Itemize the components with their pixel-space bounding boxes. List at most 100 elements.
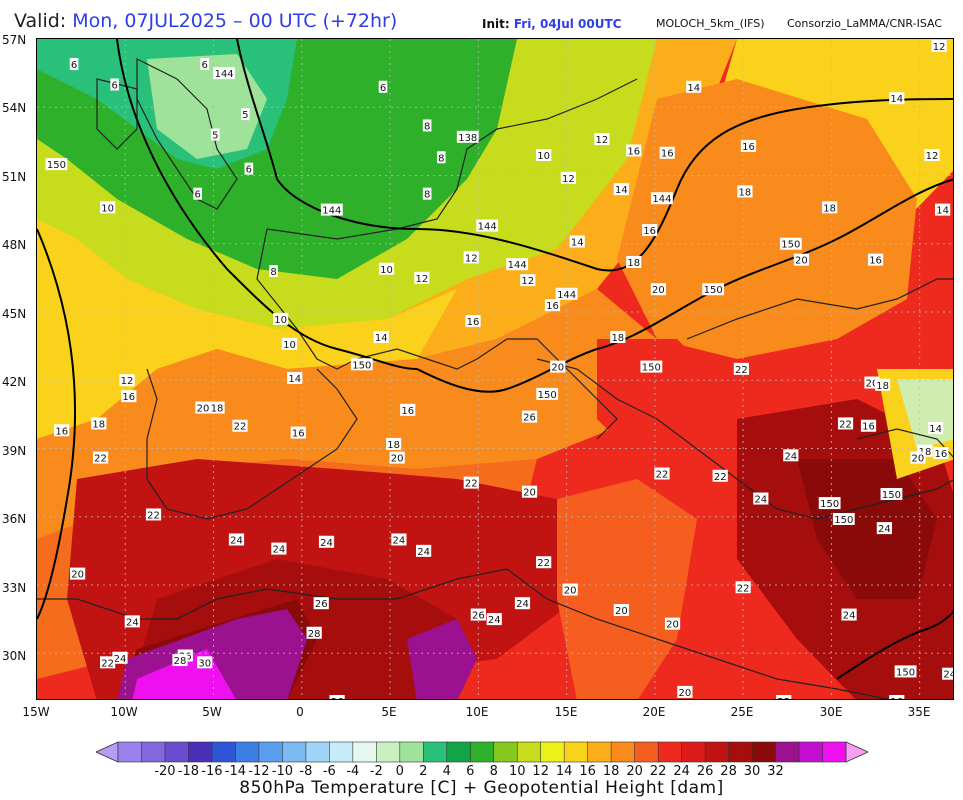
svg-text:6: 6 [202,60,208,71]
svg-text:24: 24 [230,535,243,546]
lat-label: 33N [2,581,27,595]
init-value: Fri, 04Jul 00UTC [513,17,622,31]
colorbar-swatch [610,741,636,763]
svg-text:22: 22 [656,470,669,481]
svg-text:24: 24 [488,615,501,626]
contour-value-label: 16 [659,146,675,160]
svg-text:16: 16 [869,256,882,267]
contour-value-label: 14 [889,92,905,105]
svg-text:8: 8 [270,267,276,278]
colorbar-swatch [704,741,730,763]
svg-text:18: 18 [611,333,624,344]
svg-text:24: 24 [843,611,856,622]
colorbar-tick-label: 22 [649,764,667,779]
svg-text:14: 14 [936,206,949,217]
colorbar-tick-label: 16 [579,764,596,779]
svg-text:12: 12 [933,42,946,53]
svg-text:28: 28 [308,629,321,640]
contour-value-label: 20 [664,617,681,631]
contour-value-label: 14 [686,80,702,94]
contour-value-label: 24 [318,535,335,549]
svg-text:18: 18 [627,258,640,269]
contour-value-label: 144 [476,219,499,233]
contour-value-label: 20 [389,451,405,465]
colorbar-swatch [775,741,800,763]
svg-text:28: 28 [174,656,187,667]
colorbar-swatch [516,741,542,763]
contour-value-label: 18 [737,185,753,198]
colorbar-swatch [211,741,237,763]
contour-value-label: 12 [560,171,576,185]
colorbar-tick-label: 24 [673,764,690,779]
contour-value-label: 16 [626,144,642,157]
svg-text:12: 12 [562,174,575,185]
contour-value-label: 24 [271,542,287,556]
svg-text:20: 20 [666,620,679,631]
svg-text:24: 24 [784,451,797,462]
svg-text:18: 18 [387,440,400,451]
svg-text:8: 8 [438,153,444,164]
contour-value-label: 22 [100,656,116,669]
svg-text:22: 22 [94,454,107,465]
colorbar [96,741,868,763]
contour-value-label: 22 [92,451,109,465]
colorbar-swatch [164,741,190,763]
svg-text:22: 22 [465,479,478,490]
colorbar-tick-label: 0 [395,764,404,779]
svg-text:144: 144 [215,69,234,80]
svg-text:20: 20 [615,606,628,617]
contour-value-label: 18 [610,331,626,344]
contour-value-label: 20 [195,401,211,415]
map-value-labels: 6 6 144 5 5 6 6 8 138 8 10 12 16 16 14 12 14 12 16 150 6 6 10 1… [45,39,953,699]
svg-text:22: 22 [101,658,114,669]
svg-text:22: 22 [839,419,852,430]
svg-text:150: 150 [538,390,557,401]
contour-value-label: 138 [456,130,479,144]
contour-value-label: 8 [436,151,446,164]
lon-label: 20E [642,705,666,719]
svg-text:16: 16 [467,317,480,328]
lon-label: 30E [819,705,843,719]
svg-text:18: 18 [739,187,752,198]
svg-text:10: 10 [274,315,287,326]
valid-label: Valid: [14,10,67,32]
svg-text:30: 30 [198,658,211,669]
contour-value-label: 150 [832,513,855,526]
svg-text:8: 8 [424,190,430,201]
contour-value-label: 150 [536,387,559,401]
svg-text:24: 24 [516,599,529,610]
contour-value-label: 22 [145,508,162,521]
lat-label: 54N [2,101,27,115]
model-name: MOLOCH_5km_(IFS) [656,17,765,30]
svg-text:150: 150 [820,499,839,510]
svg-text:10: 10 [101,203,114,214]
contour-value-label: 20 [550,360,566,374]
svg-text:16: 16 [292,429,305,440]
contour-value-label: 5 [241,108,250,121]
init-label: Init: [482,17,510,31]
contour-value-label: 144 [555,287,578,301]
contour-value-label: 24 [416,544,432,558]
colorbar-swatch [822,741,847,763]
colorbar-tick-label: -8 [299,764,313,779]
contour-value-label: 24 [486,613,502,626]
svg-text:10: 10 [380,265,393,276]
colorbar-swatch [634,741,659,763]
contour-value-label: 12 [119,374,135,387]
colorbar-tick-label: 8 [489,764,498,779]
svg-text:144: 144 [557,290,576,301]
colorbar-tick-label: -2 [369,764,383,779]
contour-value-label: 22 [776,695,792,699]
colorbar-swatch [305,741,331,763]
svg-text:14: 14 [375,333,388,344]
svg-text:16: 16 [401,406,414,417]
svg-text:14: 14 [687,83,700,94]
lon-label: 10W [110,705,138,719]
svg-text:24: 24 [754,495,767,506]
colorbar-tick-label: 18 [602,764,620,779]
lon-label: 5E [381,705,397,719]
svg-text:16: 16 [661,149,674,160]
contour-value-label: 24 [514,597,531,610]
contour-value-label: 22 [536,556,552,569]
colorbar-swatch [493,741,519,763]
